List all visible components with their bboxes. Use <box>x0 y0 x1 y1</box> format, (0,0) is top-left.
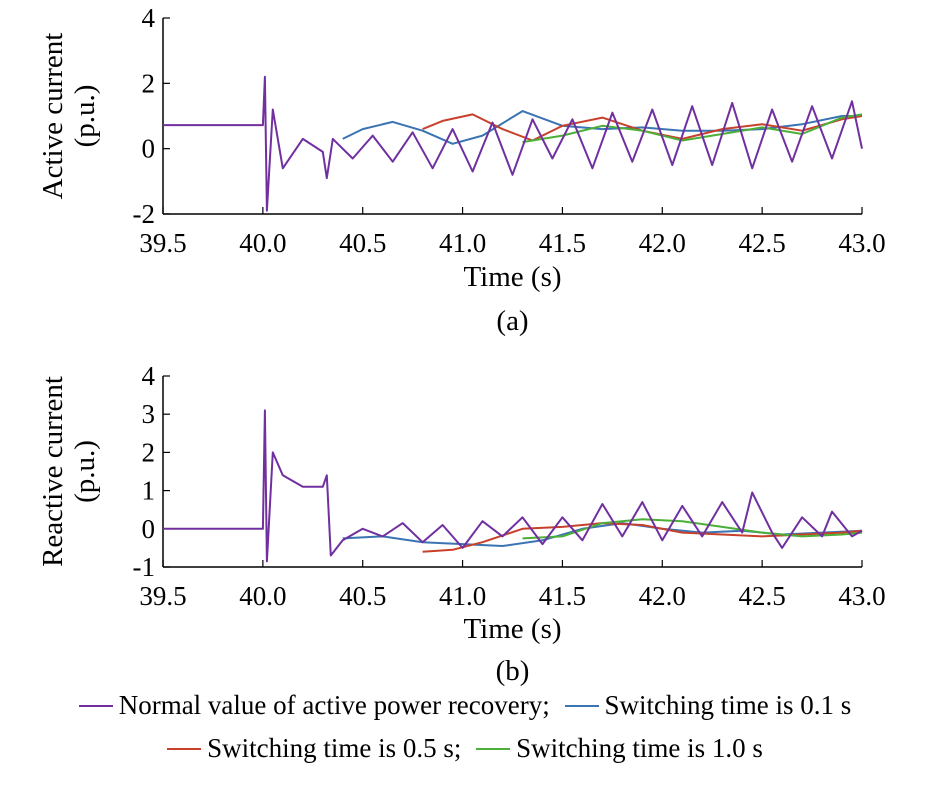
panel-a-x-tick-label: 40.0 <box>239 228 286 258</box>
legend-item-s05: Switching time is 0.5 s; <box>167 733 461 764</box>
legend-row-2: Switching time is 0.5 s; Switching time … <box>0 733 930 764</box>
panel-b-x-tick-label: 42.5 <box>739 581 786 611</box>
panel-a-y-tick-label: 0 <box>142 134 156 164</box>
panel-b-subplot-label: (b) <box>496 655 530 687</box>
panel-a-series-normal <box>163 75 863 212</box>
legend-item-s01: Switching time is 0.1 s <box>564 690 852 721</box>
panel-b-x-tick-label: 41.0 <box>439 581 486 611</box>
panel-a-x-tick-label: 40.5 <box>339 228 386 258</box>
panel-a-xlabel: Time (s) <box>463 261 561 293</box>
panel-a-x-tick-label: 41.5 <box>539 228 586 258</box>
panel-b-x-tick-label: 42.0 <box>639 581 686 611</box>
legend-item-normal: Normal value of active power recovery; <box>78 690 550 721</box>
panel-b-ylabel-line-2: (p.u.) <box>69 440 101 503</box>
panel-a-ylabel-line-1: Active current <box>37 33 69 200</box>
panel-a-y-tick-label: -2 <box>133 199 156 229</box>
panel-a-y-tick-label: 4 <box>142 3 156 33</box>
panel-b-series-normal <box>163 409 863 563</box>
panel-b-y-tick-label: 1 <box>142 476 156 506</box>
panel-a-x-tick-label: 42.5 <box>739 228 786 258</box>
legend-label-s10: Switching time is 1.0 s <box>516 733 763 763</box>
panel-a-x-tick-label: 41.0 <box>439 228 486 258</box>
panel-b-series-s05 <box>422 522 863 553</box>
panel-a-x-tick-label: 43.0 <box>838 228 885 258</box>
panel-b-x-tick-label: 39.5 <box>139 581 186 611</box>
panel-b-y-tick-label: -1 <box>133 552 156 582</box>
panel-b-y-tick-label: 2 <box>142 437 156 467</box>
panel-b-y-tick-label: 0 <box>142 514 156 544</box>
panel-a-subplot-label: (a) <box>496 305 528 337</box>
legend-label-s01: Switching time is 0.1 s <box>604 690 852 720</box>
legend-swatch-s10 <box>476 747 511 750</box>
legend-row-1: Normal value of active power recovery; S… <box>0 690 930 721</box>
panel-b-x-tick-label: 43.0 <box>838 581 885 611</box>
panel-a-series-s05 <box>422 113 863 142</box>
panel-a-y-tick-label: 2 <box>142 68 156 98</box>
legend-item-s10: Switching time is 1.0 s <box>476 733 763 764</box>
legend-swatch-s01 <box>564 704 599 707</box>
panel-a-x-tick-label: 42.0 <box>639 228 686 258</box>
panel-b-x-tick-label: 41.5 <box>539 581 586 611</box>
legend-label-s05: Switching time is 0.5 s; <box>207 733 462 763</box>
panel-b-ylabel-line-1: Reactive current <box>37 376 69 567</box>
panel-b-y-tick-label: 4 <box>142 361 156 391</box>
panel-b-xlabel: Time (s) <box>463 613 561 645</box>
legend-swatch-normal <box>78 704 113 707</box>
panel-b-x-tick-label: 40.5 <box>339 581 386 611</box>
panel-a-ylabel-line-2: (p.u.) <box>69 85 101 148</box>
panel-a-x-tick-label: 39.5 <box>139 228 186 258</box>
legend-label-normal: Normal value of active power recovery; <box>118 690 550 720</box>
panel-b-y-tick-label: 3 <box>142 399 156 429</box>
legend-swatch-s05 <box>167 747 202 750</box>
panel-b-x-tick-label: 40.0 <box>239 581 286 611</box>
